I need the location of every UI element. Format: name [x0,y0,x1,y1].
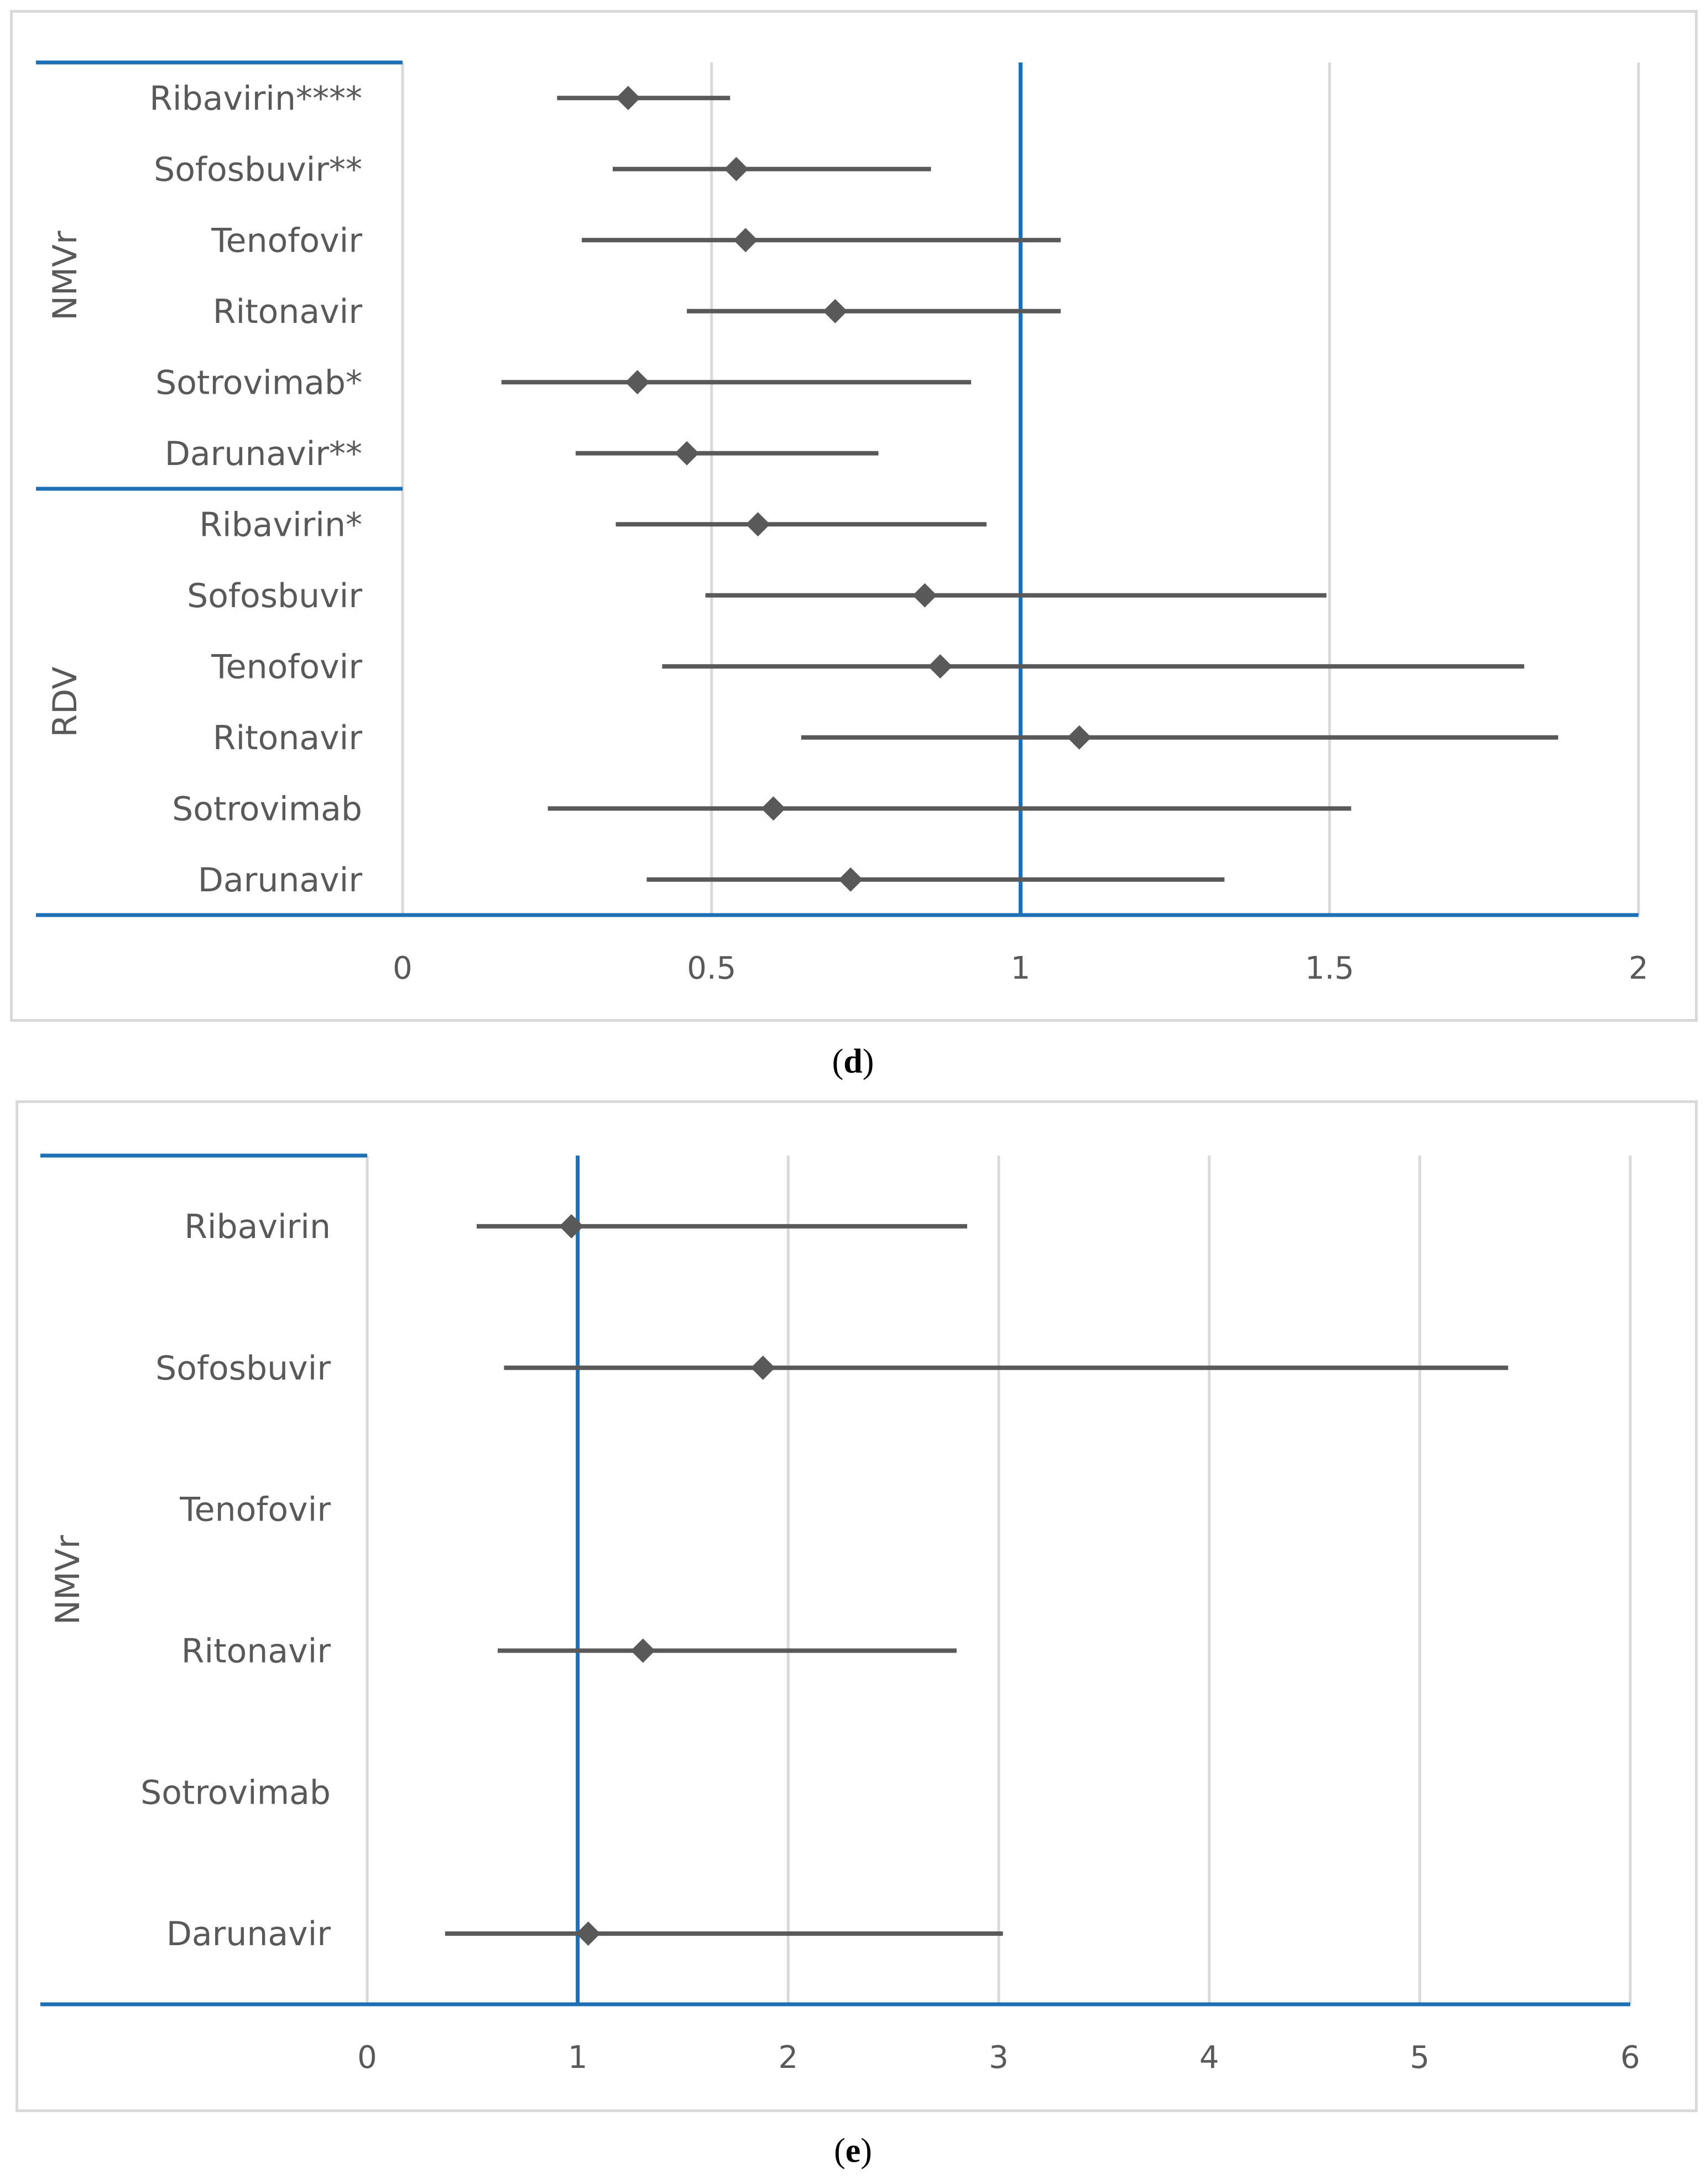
category-label: Sofosbuvir [155,1349,331,1388]
x-tick-label-0: 0 [393,950,413,986]
x-tick-label-2: 2 [779,2040,799,2076]
category-label: Darunavir** [165,435,362,473]
point-estimate-marker [559,1214,584,1239]
x-tick-label-2: 2 [1629,950,1648,986]
category-label: Tenofovir [211,647,362,686]
caption-d: (d) [832,1043,874,1080]
category-label: Sotrovimab [172,790,362,828]
caption-e: (e) [834,2132,872,2170]
category-label: Ritonavir [213,292,363,331]
x-tick-label-4: 4 [1199,2040,1219,2076]
category-label: Ritonavir [213,719,363,757]
point-estimate-marker [750,1355,775,1380]
category-label: Ribavirin [184,1208,331,1246]
group-label-rdv: RDV [46,667,85,738]
x-tick-label-6: 6 [1620,2040,1640,2076]
point-estimate-marker [1067,725,1092,750]
x-tick-label-1: 1 [1011,950,1031,986]
category-label: Sofosbuvir** [154,150,362,189]
forest-plot-panel-d: 0 0.5 1 1.5 2 NMVr RDV Ribavirin**** Sofosbuvir*… [10,10,1698,1022]
category-label: Tenofovir [211,221,362,260]
point-estimate-marker [724,156,749,181]
point-estimate-marker [928,654,953,679]
x-tick-label-0.5: 0.5 [687,950,736,986]
caption-d-letter: d [843,1043,863,1080]
caption-e-letter: e [845,2132,861,2170]
point-estimate-marker [576,1921,601,1946]
forest-plot-e-svg: 0 1 2 3 4 5 6 NMVr Ribavirin Sofosbuvir Tenofovir R… [40,1153,1640,2076]
category-label: Darunavir [166,1915,331,1953]
category-label: Ribavirin* [199,505,362,544]
category-label: Sofosbuvir [187,577,362,615]
point-estimate-marker [761,796,786,821]
x-tick-label-0: 0 [357,2040,377,2076]
category-label: Ribavirin**** [149,79,362,118]
x-tick-label-1: 1 [568,2040,588,2076]
category-label: Ritonavir [181,1632,331,1670]
category-label: Tenofovir [179,1491,331,1529]
point-estimate-marker [912,583,937,608]
x-tick-label-3: 3 [989,2040,1009,2076]
point-estimate-marker [745,512,770,537]
category-label: Sotrovimab [140,1773,331,1812]
point-estimate-marker [838,867,863,892]
forest-plot-d-svg: 0 0.5 1 1.5 2 NMVr RDV Ribavirin**** Sofosbuvir*… [36,60,1648,986]
x-tick-label-5: 5 [1410,2040,1430,2076]
group-label-nmvr: NMVr [46,231,85,321]
point-estimate-marker [615,86,640,111]
point-estimate-marker [675,441,700,466]
x-tick-label-1.5: 1.5 [1305,950,1354,986]
point-estimate-marker [630,1638,655,1663]
point-estimate-marker [733,228,758,253]
category-label: Sotrovimab* [155,363,362,402]
group-label-nmvr: NMVr [49,1535,87,1625]
point-estimate-marker [625,370,650,395]
forest-plot-panel-e: 0 1 2 3 4 5 6 NMVr Ribavirin Sofosbuvir Tenofovir R… [15,1100,1698,2112]
category-label: Darunavir [198,861,363,900]
point-estimate-marker [823,299,848,323]
